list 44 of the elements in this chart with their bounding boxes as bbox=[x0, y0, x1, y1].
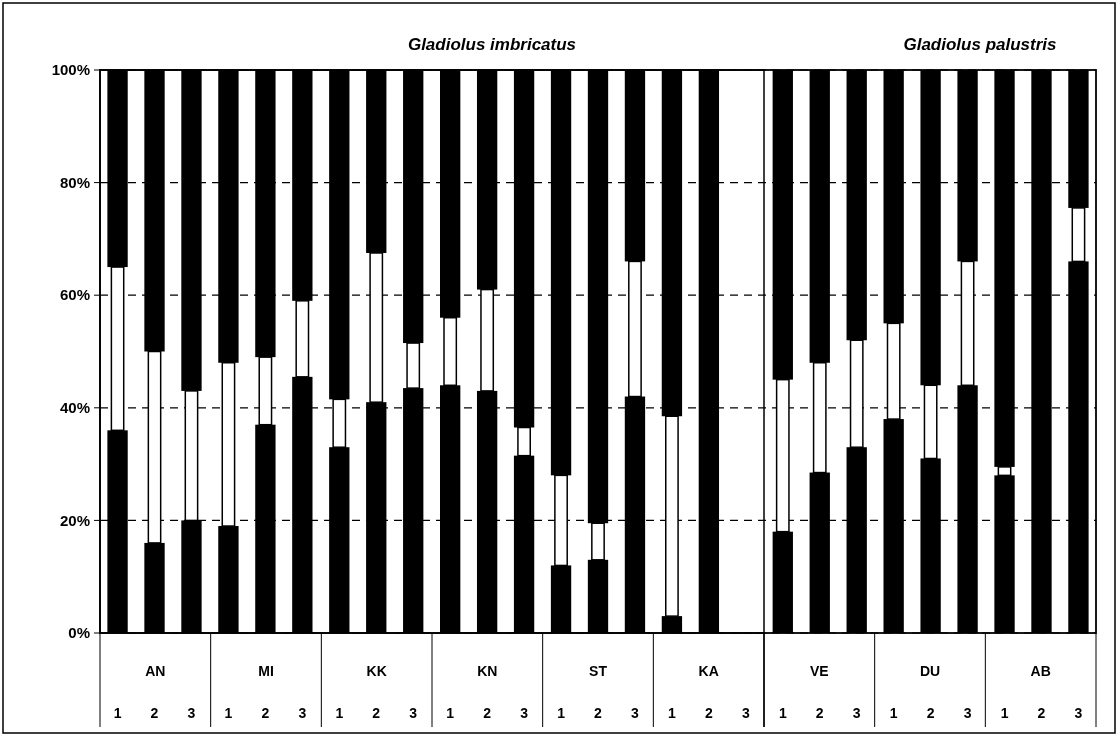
x-tick-label: 2 bbox=[483, 705, 492, 721]
x-tick-label: 3 bbox=[963, 705, 972, 721]
y-tick-label: 20% bbox=[59, 511, 90, 529]
y-tick-label: 0% bbox=[68, 624, 90, 642]
x-tick-label: 3 bbox=[298, 705, 307, 721]
x-tick-label: 2 bbox=[704, 705, 713, 721]
text: AB bbox=[1030, 663, 1051, 679]
x-tick-label: 2 bbox=[372, 705, 381, 721]
x-tick-label: 3 bbox=[520, 705, 529, 721]
text: DU bbox=[919, 663, 941, 679]
x-tick-label: 2 bbox=[815, 705, 824, 721]
x-tick-label: 1 bbox=[668, 705, 677, 721]
x-tick-label: 2 bbox=[926, 705, 935, 721]
x-tick-label: 2 bbox=[261, 705, 270, 721]
x-tick-label: 1 bbox=[446, 705, 455, 721]
text: MI bbox=[258, 663, 274, 679]
text: Gladiolus palustris bbox=[903, 35, 1057, 54]
text: AN bbox=[145, 663, 166, 679]
x-tick-label: 3 bbox=[187, 705, 196, 721]
x-tick-label: 3 bbox=[631, 705, 640, 721]
x-tick-label: 1 bbox=[113, 705, 122, 721]
y-tick-label: 40% bbox=[59, 399, 90, 417]
x-tick-label: 3 bbox=[741, 705, 750, 721]
y-tick-label: 80% bbox=[59, 173, 90, 191]
x-tick-label: 3 bbox=[409, 705, 418, 721]
text: ST bbox=[589, 663, 608, 679]
x-tick-label: 1 bbox=[889, 705, 898, 721]
x-tick-label: 2 bbox=[150, 705, 159, 721]
x-tick-label: 1 bbox=[335, 705, 344, 721]
x-tick-label: 1 bbox=[557, 705, 566, 721]
x-tick-label: 2 bbox=[594, 705, 603, 721]
x-tick-label: 1 bbox=[224, 705, 233, 721]
text: VE bbox=[809, 663, 829, 679]
text: Gladiolus imbricatus bbox=[407, 35, 577, 54]
text: KA bbox=[698, 663, 719, 679]
y-tick-label: 60% bbox=[59, 286, 90, 304]
x-tick-label: 2 bbox=[1037, 705, 1046, 721]
text: KK bbox=[366, 663, 387, 679]
x-tick-label: 1 bbox=[1000, 705, 1009, 721]
x-tick-label: 3 bbox=[1074, 705, 1083, 721]
text: KN bbox=[477, 663, 498, 679]
y-tick-label: 100% bbox=[51, 61, 90, 79]
x-tick-label: 3 bbox=[852, 705, 861, 721]
x-tick-label: 1 bbox=[778, 705, 787, 721]
